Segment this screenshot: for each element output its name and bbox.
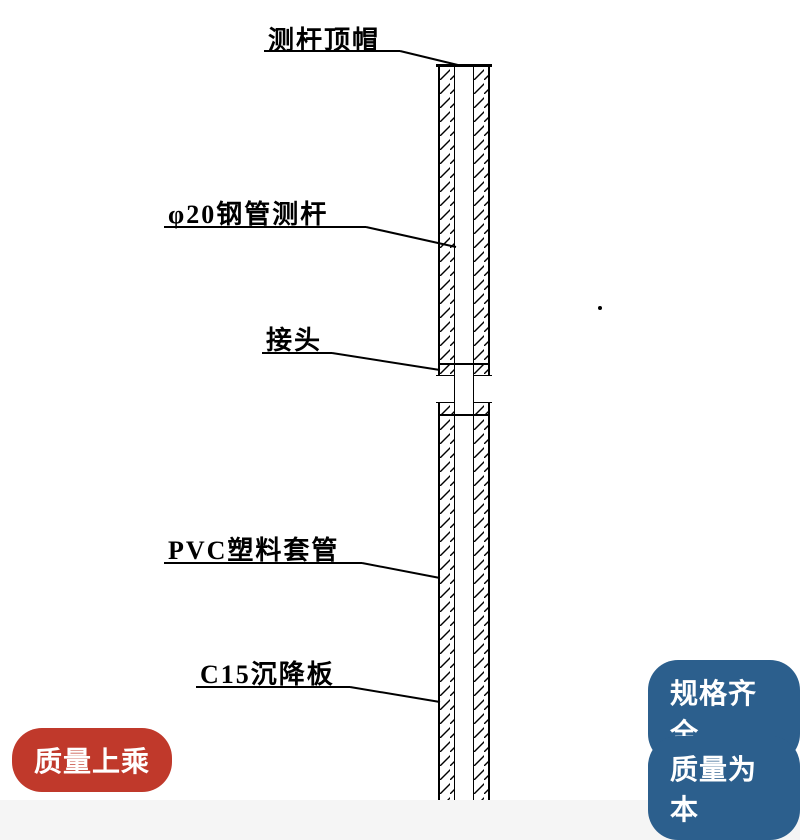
leader-rod-underline — [164, 226, 366, 228]
leader-plate-underline — [196, 686, 350, 688]
leader-pvc-underline — [164, 562, 362, 564]
inner-rod-at-gap — [454, 375, 474, 403]
settlement-rod-diagram: 测杆顶帽 φ20钢管测杆 接头 PVC塑料套管 C15沉降板 质量上乘 规格齐全… — [0, 0, 800, 800]
coupling-top — [440, 363, 488, 365]
hatch-right-icon — [474, 66, 488, 800]
leader-cap-underline — [264, 50, 400, 52]
badge-quality-basis: 质量为本 — [648, 736, 800, 840]
dot-artifact — [598, 306, 602, 310]
leader-coupling-underline — [262, 352, 332, 354]
inner-rod — [454, 66, 474, 800]
rod-cap — [436, 64, 492, 67]
coupling-bottom — [440, 414, 488, 416]
hatch-left-icon — [440, 66, 454, 800]
badge-quality-top: 质量上乘 — [12, 728, 172, 792]
